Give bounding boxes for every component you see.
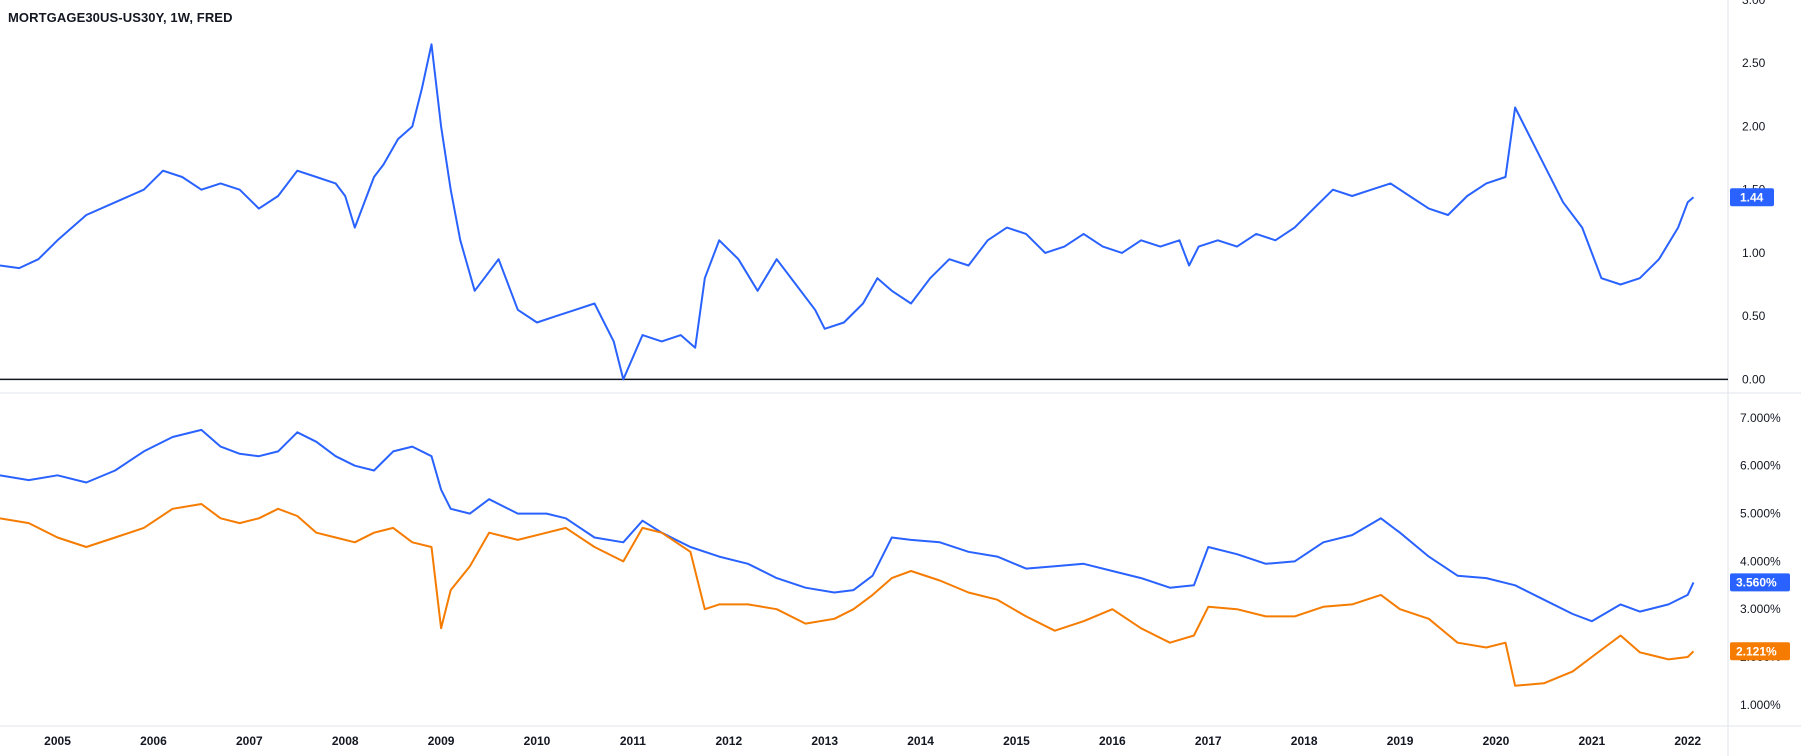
top-y-tick-label: 1.00 [1742, 246, 1766, 260]
bottom-y-tick-label: 4.000% [1740, 554, 1781, 568]
top-last-value-badge [1730, 188, 1774, 207]
x-tick-label: 2021 [1578, 734, 1605, 748]
top-last-value-text: 1.44 [1740, 190, 1764, 204]
x-tick-label: 2018 [1291, 734, 1318, 748]
x-tick-label: 2009 [428, 734, 455, 748]
bottom-last-value-text-0: 3.560% [1736, 575, 1777, 589]
bottom-y-tick-label: 6.000% [1740, 459, 1781, 473]
top-y-tick-label: 3.00 [1742, 0, 1766, 7]
x-tick-label: 2020 [1483, 734, 1510, 748]
top-y-tick-label: 0.50 [1742, 309, 1766, 323]
x-tick-label: 2012 [715, 734, 742, 748]
bottom-y-tick-label: 5.000% [1740, 507, 1781, 521]
x-tick-label: 2015 [1003, 734, 1030, 748]
x-tick-label: 2014 [907, 734, 934, 748]
bottom-y-tick-label: 7.000% [1740, 411, 1781, 425]
bottom-series-line-0 [0, 428, 1695, 623]
x-tick-label: 2006 [140, 734, 167, 748]
x-tick-label: 2019 [1387, 734, 1414, 748]
x-tick-label: 2022 [1674, 734, 1701, 748]
bottom-series-line-1 [0, 503, 1695, 687]
x-tick-label: 2007 [236, 734, 263, 748]
bottom-y-tick-label: 3.000% [1740, 602, 1781, 616]
top-y-tick-label: 2.00 [1742, 119, 1766, 133]
top-series-line [0, 43, 1695, 381]
x-tick-label: 2017 [1195, 734, 1222, 748]
x-tick-label: 2013 [811, 734, 838, 748]
x-tick-label: 2005 [44, 734, 71, 748]
bottom-y-tick-label: 1.000% [1740, 698, 1781, 712]
x-tick-label: 2016 [1099, 734, 1126, 748]
top-y-tick-label: 2.50 [1742, 56, 1766, 70]
bottom-last-value-badge-0 [1730, 573, 1790, 592]
x-tick-label: 2008 [332, 734, 359, 748]
bottom-last-value-badge-1 [1730, 642, 1790, 661]
top-y-tick-label: 0.00 [1742, 372, 1766, 386]
x-tick-label: 2011 [620, 734, 646, 748]
x-tick-label: 2010 [524, 734, 551, 748]
chart-title: MORTGAGE30US-US30Y, 1W, FRED [8, 10, 233, 25]
bottom-last-value-text-1: 2.121% [1736, 644, 1777, 658]
